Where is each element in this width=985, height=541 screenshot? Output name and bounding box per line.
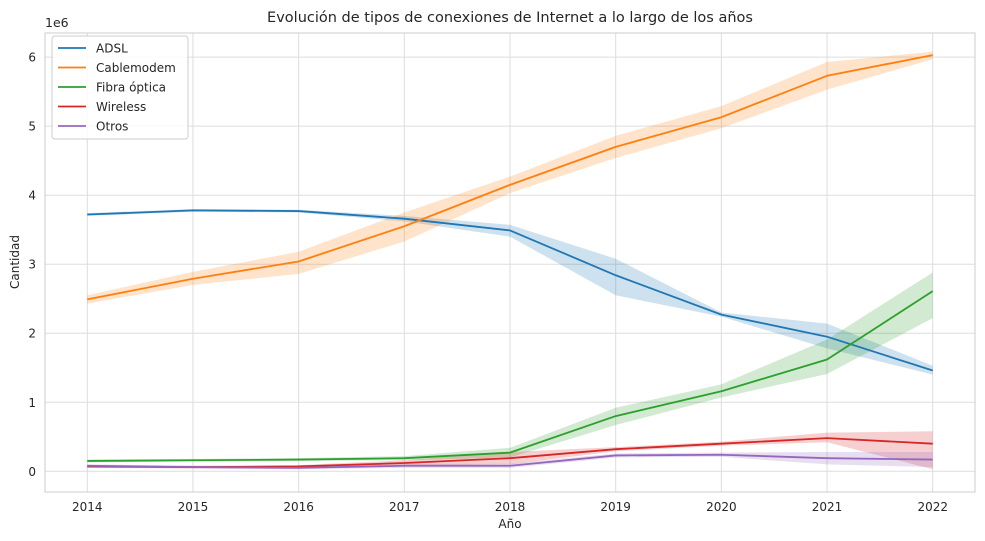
x-tick-label: 2016 <box>283 500 314 514</box>
legend-label: Wireless <box>96 100 146 114</box>
y-tick-label: 5 <box>28 120 36 134</box>
confidence-bands <box>87 51 933 470</box>
legend-box <box>51 35 189 140</box>
confidence-band-1 <box>87 51 933 304</box>
x-tick-label: 2019 <box>600 500 631 514</box>
series-line-0 <box>87 209 934 372</box>
y-tick-label: 0 <box>28 465 36 479</box>
plot-area-frame <box>44 32 976 493</box>
confidence-band-2 <box>87 272 933 463</box>
x-tick-label: 2020 <box>706 500 737 514</box>
series-line-2 <box>87 290 934 462</box>
legend-label: ADSL <box>96 42 128 56</box>
confidence-band-4 <box>87 451 933 470</box>
series-lines <box>87 54 934 469</box>
x-tick-label: 2021 <box>812 500 843 514</box>
x-tick-label: 2014 <box>72 500 103 514</box>
y-tick-label: 3 <box>28 258 36 272</box>
y-tick-label: 6 <box>28 51 36 65</box>
legend-label: Cablemodem <box>96 61 176 75</box>
legend: ADSL Cablemodem Fibra óptica Wireless Otros <box>51 35 189 140</box>
y-axis-offset-label: 1e6 <box>45 15 69 30</box>
confidence-band-3 <box>87 431 933 470</box>
y-axis-label: Cantidad <box>8 235 22 289</box>
x-tick-label: 2015 <box>178 500 209 514</box>
x-tick-label: 2022 <box>917 500 948 514</box>
chart-title: Evolución de tipos de conexiones de Inte… <box>267 10 753 26</box>
y-axis-ticks: 0 1 2 3 4 5 6 <box>28 51 36 479</box>
x-tick-label: 2017 <box>389 500 420 514</box>
x-tick-label: 2018 <box>495 500 526 514</box>
series-line-4 <box>87 453 933 469</box>
x-axis-label: Año <box>498 517 521 531</box>
legend-label: Fibra óptica <box>96 81 166 95</box>
legend-label: Otros <box>96 120 128 134</box>
grid <box>45 33 975 492</box>
y-tick-label: 2 <box>28 327 36 341</box>
y-tick-label: 1 <box>28 396 36 410</box>
y-tick-label: 4 <box>28 189 36 203</box>
series-line-1 <box>87 54 933 301</box>
x-axis-ticks: 2014 2015 2016 2017 2018 2019 2020 2021 2022 <box>72 500 948 514</box>
